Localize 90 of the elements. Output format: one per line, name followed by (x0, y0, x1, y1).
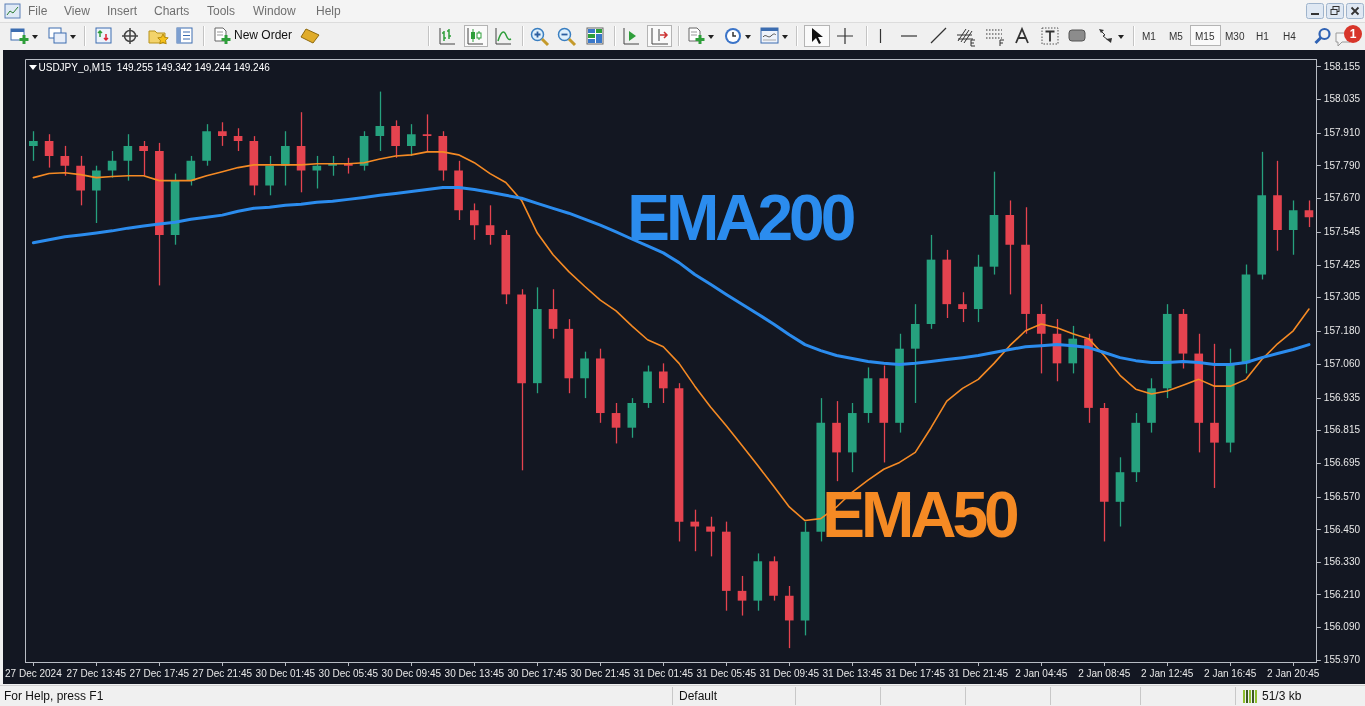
y-tick-label: 157.910 (1323, 127, 1361, 139)
candlestick (1304, 199, 1314, 228)
x-tick-label: 31 Dec 13:45 (822, 667, 883, 679)
candlestick (958, 291, 967, 323)
candlestick (580, 351, 589, 399)
candlestick (658, 362, 668, 404)
candlestick (218, 121, 227, 147)
candlestick (690, 509, 700, 552)
y-tick-label: 156.330 (1323, 556, 1361, 568)
y-tick-label: 156.210 (1323, 588, 1361, 600)
text: Window (253, 4, 296, 18)
y-tick-label: 157.670 (1323, 192, 1361, 204)
series-label: EMA200 (627, 181, 854, 254)
text: M30 (1225, 30, 1245, 44)
candlestick (1210, 343, 1219, 489)
candlestick (44, 133, 54, 169)
candlestick (312, 155, 322, 190)
x-tick-label: 30 Dec 13:45 (444, 667, 505, 679)
x-tick-label: 30 Dec 01:45 (255, 667, 316, 679)
x-tick-label: 31 Dec 21:45 (948, 667, 1009, 679)
y-tick-label: 156.090 (1323, 621, 1361, 633)
candlestick (706, 516, 715, 558)
y-tick-label: 157.180 (1323, 325, 1361, 337)
candlestick (233, 127, 243, 152)
x-tick-label: 27 Dec 13:45 (66, 667, 127, 679)
x-tick-label: 30 Dec 05:45 (318, 667, 379, 679)
candlestick (139, 140, 148, 177)
x-tick-label: 30 Dec 21:45 (570, 667, 631, 679)
x-tick-label: 31 Dec 01:45 (633, 667, 694, 679)
x-tick-label: 2 Jan 08:45 (1078, 667, 1131, 679)
text: New Order (234, 28, 293, 42)
y-tick-label: 158.155 (1323, 60, 1361, 72)
candlestick (92, 165, 101, 224)
y-tick-label: 158.035 (1323, 93, 1361, 105)
text: Help (316, 4, 341, 18)
y-tick-label: 156.695 (1323, 457, 1361, 469)
candlestick (485, 204, 495, 246)
candlestick (123, 133, 133, 182)
candlestick (548, 288, 558, 340)
chart-title: USDJPY_o,M15 149.255 149.342 149.244 149.246 (38, 61, 271, 73)
candlestick (422, 113, 432, 152)
x-tick-label: 2 Jan 20:45 (1267, 667, 1320, 679)
series-label: EMA50 (822, 479, 1018, 552)
y-tick-label: 157.060 (1323, 357, 1361, 369)
x-tick-label: 2 Jan 04:45 (1015, 667, 1068, 679)
text: Tools (207, 4, 236, 18)
x-tick-label: 2 Jan 16:45 (1204, 667, 1257, 679)
candlestick (391, 119, 400, 159)
text: M1 (1142, 30, 1156, 44)
candlestick (407, 123, 416, 157)
y-tick-label: 157.305 (1323, 291, 1361, 303)
x-tick-label: 27 Dec 2024 (5, 667, 63, 679)
x-tick-label: 30 Dec 09:45 (381, 667, 442, 679)
text: H4 (1283, 30, 1296, 44)
y-tick-label: 155.970 (1323, 653, 1361, 665)
candlestick (737, 575, 747, 617)
x-tick-label: 27 Dec 17:45 (129, 667, 190, 679)
candlestick (469, 202, 479, 241)
text: M15 (1195, 30, 1215, 44)
text: View (64, 4, 90, 18)
y-tick-label: 157.425 (1323, 258, 1361, 270)
text: File (28, 4, 48, 18)
text: Insert (107, 4, 138, 18)
y-tick-label: 156.935 (1323, 391, 1361, 403)
x-tick-label: 31 Dec 17:45 (885, 667, 946, 679)
text: 51/3 kb (1262, 689, 1302, 703)
candlestick (60, 145, 70, 177)
candlestick (29, 130, 38, 162)
x-tick-label: 31 Dec 09:45 (759, 667, 820, 679)
candlestick (1036, 303, 1046, 375)
x-tick-label: 30 Dec 17:45 (507, 667, 568, 679)
text: H1 (1256, 30, 1269, 44)
y-tick-label: 156.815 (1323, 424, 1361, 436)
candlestick (265, 155, 274, 196)
candlestick (611, 402, 621, 445)
y-tick-label: 156.450 (1323, 523, 1361, 535)
candlestick (281, 130, 290, 187)
text: Charts (154, 4, 190, 18)
y-tick-label: 157.790 (1323, 159, 1361, 171)
text: M5 (1169, 30, 1183, 44)
text: Default (679, 689, 718, 703)
candlestick (107, 150, 117, 179)
candlestick (375, 90, 385, 152)
x-tick-label: 31 Dec 05:45 (696, 667, 757, 679)
candlestick (1288, 199, 1298, 256)
x-tick-label: 2 Jan 12:45 (1141, 667, 1194, 679)
x-tick-label: 27 Dec 21:45 (192, 667, 253, 679)
y-tick-label: 157.545 (1323, 226, 1361, 238)
text: For Help, press F1 (4, 689, 104, 703)
y-tick-label: 156.570 (1323, 490, 1361, 502)
